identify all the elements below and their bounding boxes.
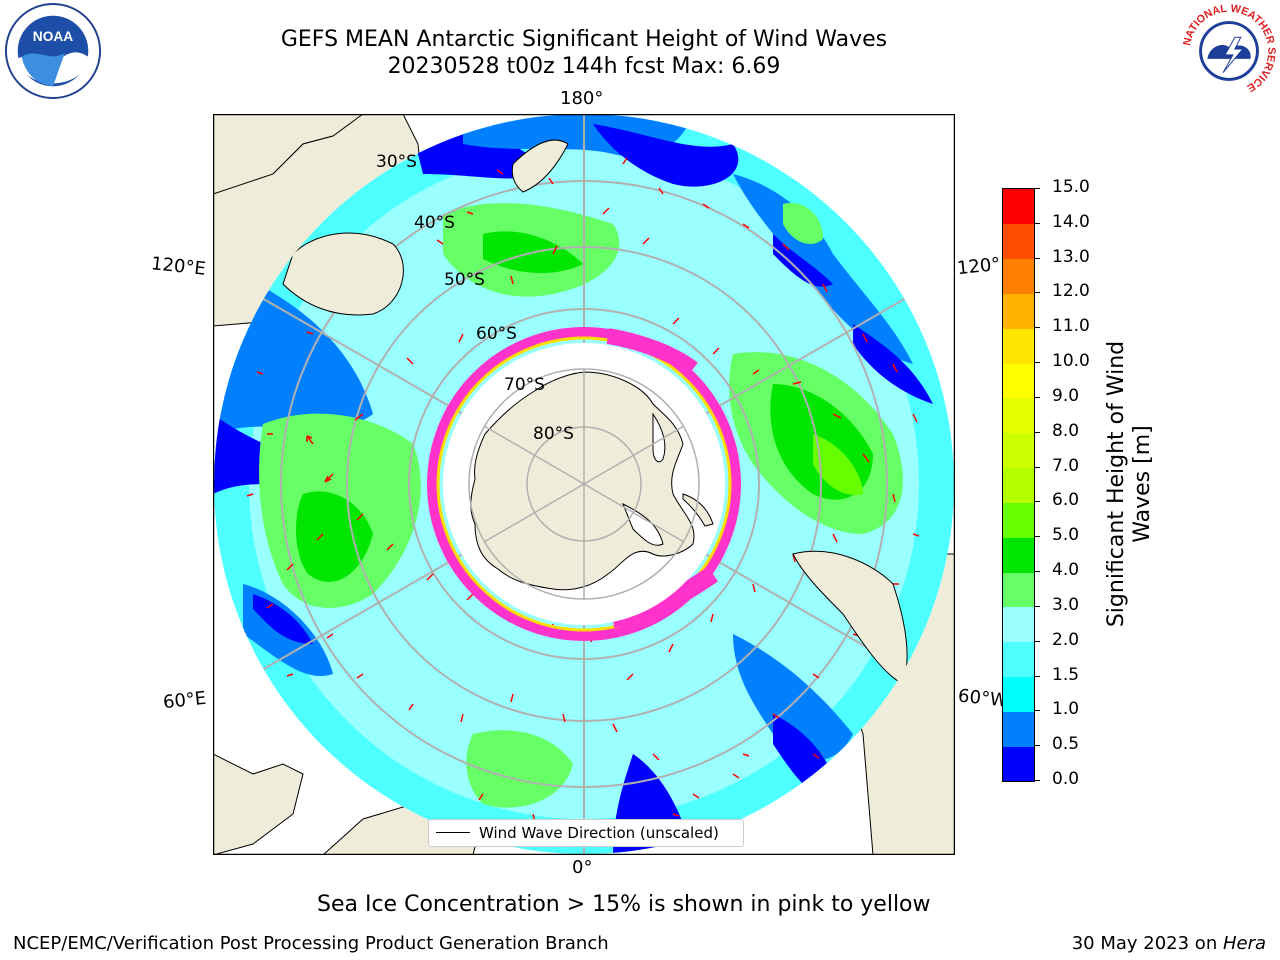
colorbar-tick xyxy=(1034,536,1040,538)
lat-label-80s: 80°S xyxy=(533,424,574,444)
lon-label-60w: 60°W xyxy=(957,685,1009,712)
colorbar-segment xyxy=(1003,328,1034,364)
colorbar-segment xyxy=(1003,223,1034,260)
colorbar-tick xyxy=(1034,431,1040,433)
colorbar-tick-label: 2.0 xyxy=(1052,629,1080,650)
lon-label-180: 180° xyxy=(560,88,604,109)
footer-date: 30 May 2023 on Hera xyxy=(1072,933,1266,954)
colorbar-segment xyxy=(1003,606,1034,643)
page-subtitle: 20230528 t00z 144h fcst Max: 6.69 xyxy=(387,54,781,79)
colorbar-segment xyxy=(1003,537,1034,573)
colorbar-segment xyxy=(1003,641,1034,678)
colorbar-segment xyxy=(1003,397,1034,434)
colorbar-tick xyxy=(1034,362,1040,364)
footer-machine: Hera xyxy=(1222,933,1266,954)
footer-credit: NCEP/EMC/Verification Post Processing Pr… xyxy=(13,933,609,954)
colorbar-tick xyxy=(1034,780,1040,781)
map-legend: Wind Wave Direction (unscaled) xyxy=(428,819,744,847)
footer-date-text: 30 May 2023 on xyxy=(1071,933,1223,954)
colorbar xyxy=(1002,188,1035,782)
lon-label-0: 0° xyxy=(572,857,593,878)
colorbar-segment xyxy=(1003,258,1034,294)
colorbar-tick xyxy=(1034,745,1040,747)
colorbar-tick xyxy=(1034,501,1040,503)
lon-label-120w: 120° xyxy=(956,253,1002,280)
lon-label-60e: 60°E xyxy=(162,687,208,714)
colorbar-segment xyxy=(1003,746,1034,782)
colorbar-segment xyxy=(1003,572,1034,608)
colorbar-tick-label: 15.0 xyxy=(1052,177,1090,197)
colorbar-segment xyxy=(1003,189,1034,225)
colorbar-tick xyxy=(1034,188,1040,189)
legend-line-symbol xyxy=(436,832,470,833)
colorbar-segment xyxy=(1003,467,1034,503)
colorbar-tick-label: 6.0 xyxy=(1052,490,1080,511)
colorbar-tick xyxy=(1034,571,1040,573)
polar-map xyxy=(213,114,955,855)
nws-logo: NATIONAL WEATHER SERVICE xyxy=(1180,2,1278,104)
colorbar-segment xyxy=(1003,363,1034,399)
colorbar-tick-label: 7.0 xyxy=(1052,455,1080,476)
colorbar-tick-label: 0.0 xyxy=(1052,769,1080,789)
lon-label-120e: 120°E xyxy=(150,253,207,280)
legend-label: Wind Wave Direction (unscaled) xyxy=(479,824,719,842)
colorbar-segment xyxy=(1003,293,1034,329)
colorbar-tick-label: 0.5 xyxy=(1052,734,1080,755)
colorbar-tick xyxy=(1034,675,1040,677)
colorbar-tick xyxy=(1034,222,1040,224)
colorbar-label: Significant Height of Wind Waves [m] xyxy=(1104,341,1156,627)
colorbar-tick xyxy=(1034,605,1040,607)
lat-label-70s: 70°S xyxy=(504,375,545,395)
colorbar-tick-label: 11.0 xyxy=(1052,316,1090,337)
colorbar-segment xyxy=(1003,502,1034,538)
colorbar-tick xyxy=(1034,327,1040,329)
colorbar-tick-label: 4.0 xyxy=(1052,560,1080,581)
colorbar-tick-label: 1.5 xyxy=(1052,664,1080,685)
lat-label-50s: 50°S xyxy=(444,270,485,290)
colorbar-tick-label: 3.0 xyxy=(1052,594,1080,615)
sea-ice-note: Sea Ice Concentration > 15% is shown in … xyxy=(317,892,931,917)
colorbar-tick-label: 1.0 xyxy=(1052,699,1080,720)
lat-label-40s: 40°S xyxy=(414,213,455,233)
colorbar-segment xyxy=(1003,676,1034,712)
page-title: GEFS MEAN Antarctic Significant Height o… xyxy=(280,27,888,52)
colorbar-tick-label: 8.0 xyxy=(1052,420,1080,441)
colorbar-tick xyxy=(1034,710,1040,712)
colorbar-label-line1: Significant Height of Wind xyxy=(1104,340,1129,628)
colorbar-tick-label: 14.0 xyxy=(1052,211,1090,232)
colorbar-tick xyxy=(1034,257,1040,259)
colorbar-tick xyxy=(1034,640,1040,642)
svg-text:NOAA: NOAA xyxy=(33,29,73,44)
colorbar-tick-label: 10.0 xyxy=(1052,351,1090,372)
colorbar-segment xyxy=(1003,432,1034,469)
colorbar-tick-label: 13.0 xyxy=(1052,246,1090,267)
colorbar-tick-label: 9.0 xyxy=(1052,385,1080,406)
colorbar-tick xyxy=(1034,396,1040,398)
lat-label-60s: 60°S xyxy=(476,324,517,344)
wave-height-map xyxy=(213,114,955,855)
colorbar-segment xyxy=(1003,711,1034,747)
colorbar-tick-label: 5.0 xyxy=(1052,525,1080,546)
noaa-logo: NOAA xyxy=(4,2,102,104)
colorbar-tick xyxy=(1034,292,1040,294)
colorbar-tick-label: 12.0 xyxy=(1052,281,1090,302)
colorbar-tick xyxy=(1034,466,1040,468)
lat-label-30s: 30°S xyxy=(376,152,417,172)
colorbar-label-line2: Waves [m] xyxy=(1130,425,1155,543)
